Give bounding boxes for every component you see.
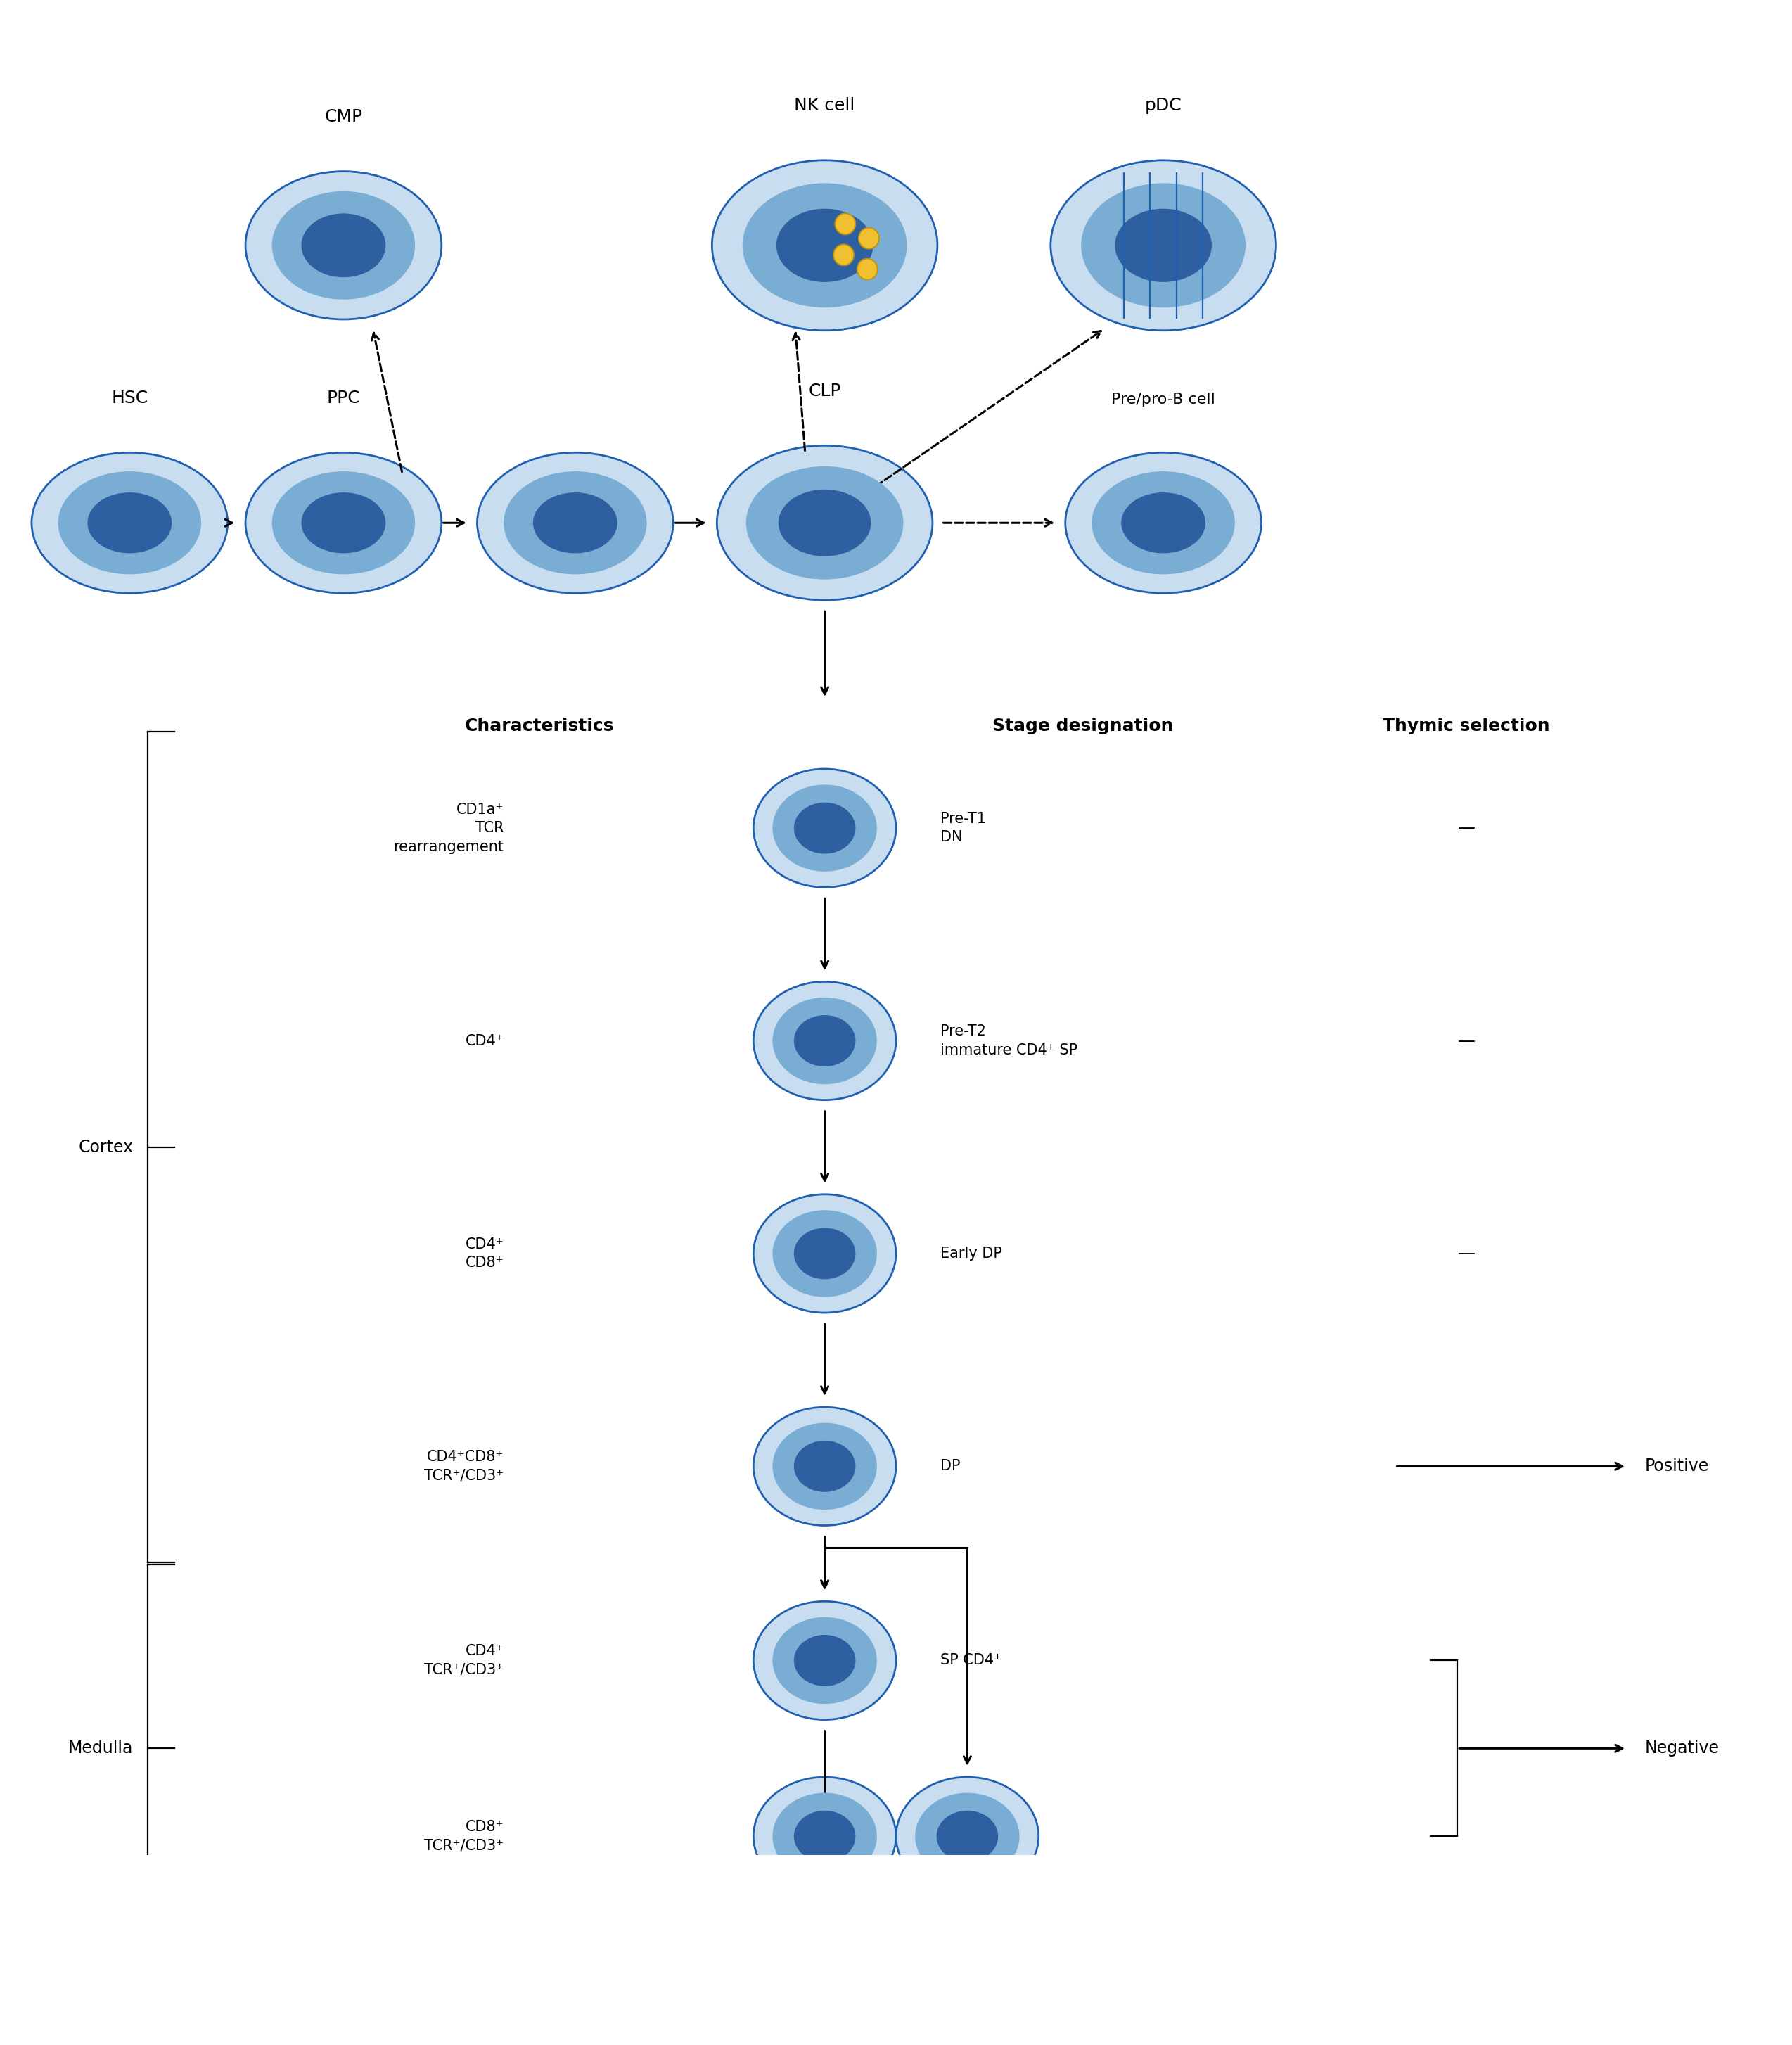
Ellipse shape bbox=[772, 785, 876, 871]
Ellipse shape bbox=[1093, 472, 1235, 575]
Text: CMP: CMP bbox=[324, 108, 362, 125]
Text: Pre/pro-B cell: Pre/pro-B cell bbox=[1111, 393, 1215, 407]
Text: SP CD4⁺: SP CD4⁺ bbox=[941, 1654, 1002, 1667]
Text: Thymic selection: Thymic selection bbox=[1383, 718, 1550, 734]
Ellipse shape bbox=[772, 1793, 876, 1879]
Ellipse shape bbox=[794, 1016, 855, 1065]
Ellipse shape bbox=[937, 1812, 998, 1861]
Ellipse shape bbox=[272, 472, 414, 575]
Text: PPC: PPC bbox=[326, 389, 360, 407]
Ellipse shape bbox=[1050, 160, 1276, 331]
Text: SP CD8⁺: SP CD8⁺ bbox=[941, 1828, 1002, 1843]
Text: Pre-T2
immature CD4⁺ SP: Pre-T2 immature CD4⁺ SP bbox=[941, 1025, 1077, 1057]
Ellipse shape bbox=[772, 1423, 876, 1509]
Ellipse shape bbox=[32, 452, 228, 593]
Ellipse shape bbox=[794, 1812, 855, 1861]
Ellipse shape bbox=[717, 446, 932, 599]
Text: Characteristics: Characteristics bbox=[464, 718, 615, 734]
Text: HSC: HSC bbox=[111, 389, 149, 407]
Text: —: — bbox=[1457, 1245, 1475, 1262]
Text: CD4⁺CD8⁺
TCR⁺/CD3⁺: CD4⁺CD8⁺ TCR⁺/CD3⁺ bbox=[425, 1450, 504, 1483]
Ellipse shape bbox=[780, 491, 871, 556]
Text: CD4⁺
CD8⁺: CD4⁺ CD8⁺ bbox=[466, 1237, 504, 1270]
Ellipse shape bbox=[753, 1194, 896, 1313]
Ellipse shape bbox=[794, 1636, 855, 1685]
Ellipse shape bbox=[504, 472, 647, 575]
Text: Negative: Negative bbox=[1645, 1740, 1719, 1757]
Ellipse shape bbox=[272, 192, 414, 299]
Text: —: — bbox=[1457, 820, 1475, 836]
Ellipse shape bbox=[1064, 452, 1262, 593]
Ellipse shape bbox=[857, 258, 878, 280]
Text: CD8⁺
TCR⁺/CD3⁺: CD8⁺ TCR⁺/CD3⁺ bbox=[425, 1820, 504, 1853]
Ellipse shape bbox=[896, 1777, 1039, 1896]
Ellipse shape bbox=[772, 1618, 876, 1703]
Ellipse shape bbox=[301, 493, 385, 552]
Ellipse shape bbox=[772, 1211, 876, 1297]
Text: CLP: CLP bbox=[808, 382, 840, 399]
Ellipse shape bbox=[916, 1793, 1020, 1879]
Ellipse shape bbox=[753, 982, 896, 1100]
Text: Medulla: Medulla bbox=[68, 1740, 133, 1757]
Ellipse shape bbox=[794, 1229, 855, 1278]
Ellipse shape bbox=[88, 493, 172, 552]
Ellipse shape bbox=[246, 172, 441, 319]
Text: DP: DP bbox=[941, 1460, 961, 1472]
Ellipse shape bbox=[835, 213, 855, 235]
Ellipse shape bbox=[753, 769, 896, 888]
Ellipse shape bbox=[1122, 493, 1204, 552]
Ellipse shape bbox=[534, 493, 616, 552]
Ellipse shape bbox=[1082, 184, 1245, 307]
Ellipse shape bbox=[477, 452, 674, 593]
Text: CD4⁺
TCR⁺/CD3⁺: CD4⁺ TCR⁺/CD3⁺ bbox=[425, 1644, 504, 1677]
Ellipse shape bbox=[772, 998, 876, 1084]
Ellipse shape bbox=[776, 209, 873, 282]
Ellipse shape bbox=[858, 227, 880, 249]
Ellipse shape bbox=[753, 1407, 896, 1526]
Text: CD4⁺: CD4⁺ bbox=[466, 1035, 504, 1047]
Text: —: — bbox=[1457, 1033, 1475, 1049]
Ellipse shape bbox=[833, 243, 853, 266]
Ellipse shape bbox=[744, 184, 907, 307]
Ellipse shape bbox=[301, 215, 385, 276]
Text: Stage designation: Stage designation bbox=[993, 718, 1174, 734]
Text: CD1a⁺
TCR
rearrangement: CD1a⁺ TCR rearrangement bbox=[394, 802, 504, 853]
Ellipse shape bbox=[747, 466, 903, 579]
Text: Cortex: Cortex bbox=[79, 1139, 133, 1155]
Text: Pre-T1
DN: Pre-T1 DN bbox=[941, 812, 986, 845]
Text: Early DP: Early DP bbox=[941, 1247, 1002, 1260]
Ellipse shape bbox=[711, 160, 937, 331]
Text: pDC: pDC bbox=[1145, 98, 1183, 115]
Ellipse shape bbox=[794, 804, 855, 853]
Text: NK cell: NK cell bbox=[794, 98, 855, 115]
Text: Positive: Positive bbox=[1645, 1458, 1710, 1474]
Ellipse shape bbox=[59, 472, 201, 575]
Ellipse shape bbox=[246, 452, 441, 593]
Ellipse shape bbox=[753, 1601, 896, 1720]
Ellipse shape bbox=[1115, 209, 1211, 282]
Ellipse shape bbox=[753, 1777, 896, 1896]
Ellipse shape bbox=[794, 1442, 855, 1491]
